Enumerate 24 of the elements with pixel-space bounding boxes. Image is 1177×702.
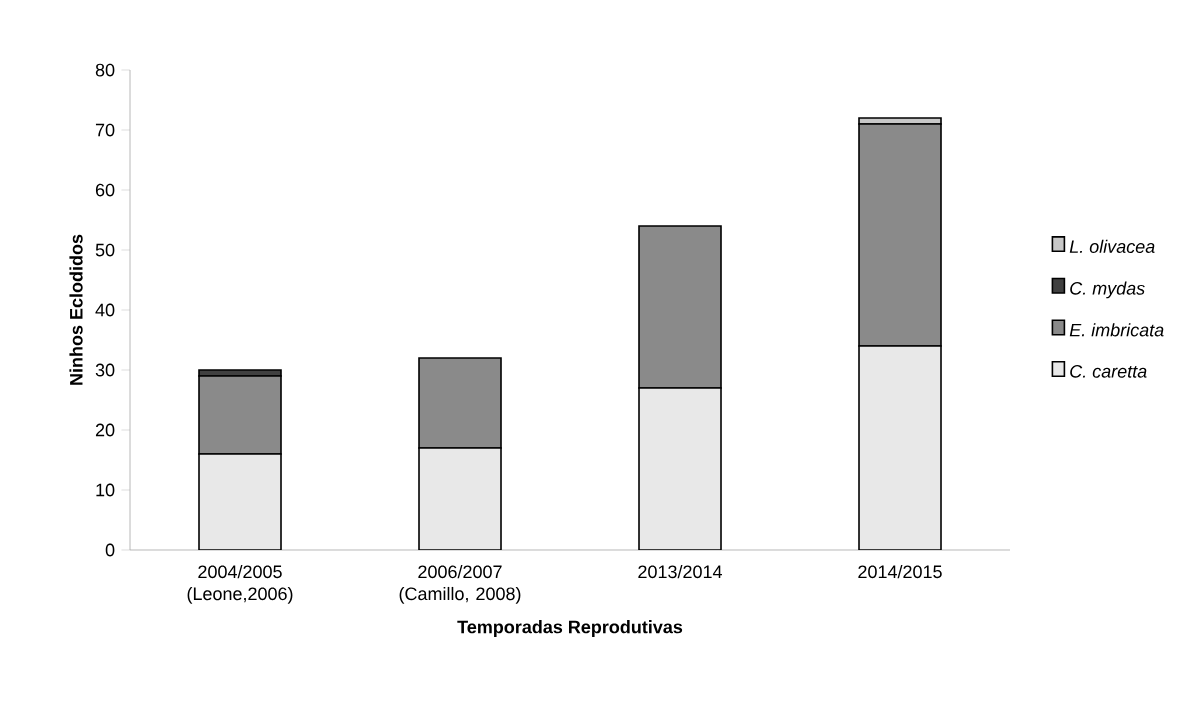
y-tick-label: 50 (95, 243, 115, 257)
x-axis-title: Temporadas Reprodutivas (457, 620, 683, 637)
y-tick-label: 60 (95, 183, 115, 197)
legend-label: L. olivacea (1069, 239, 1155, 253)
y-tick-label: 40 (95, 303, 115, 317)
bar (198, 453, 282, 550)
y-tick-label: 0 (105, 543, 115, 557)
legend-label: C. mydas (1070, 281, 1145, 299)
x-tick-label: 2013/2014 (638, 564, 722, 579)
y-axis-title: Ninhos Eclodidos (69, 234, 83, 385)
legend-label: C. caretta (1070, 364, 1147, 378)
bar (858, 345, 942, 550)
y-tick-label: 80 (95, 63, 115, 77)
y-tick-label: 10 (96, 483, 115, 497)
bar (418, 357, 502, 449)
bar (418, 447, 502, 550)
y-tick-label: 70 (95, 123, 115, 137)
x-tick-label: 2004/2005 (Leone,2006) (187, 564, 293, 604)
bar (638, 387, 722, 550)
x-tick-label: 2006/2007 (Camillo, 2008) (399, 564, 521, 604)
legend-label: E. imbricata (1069, 323, 1164, 337)
y-tick-label: 30 (95, 363, 115, 377)
y-tick-label: 20 (95, 423, 115, 437)
x-tick-label: 2014/2015 (858, 564, 942, 579)
